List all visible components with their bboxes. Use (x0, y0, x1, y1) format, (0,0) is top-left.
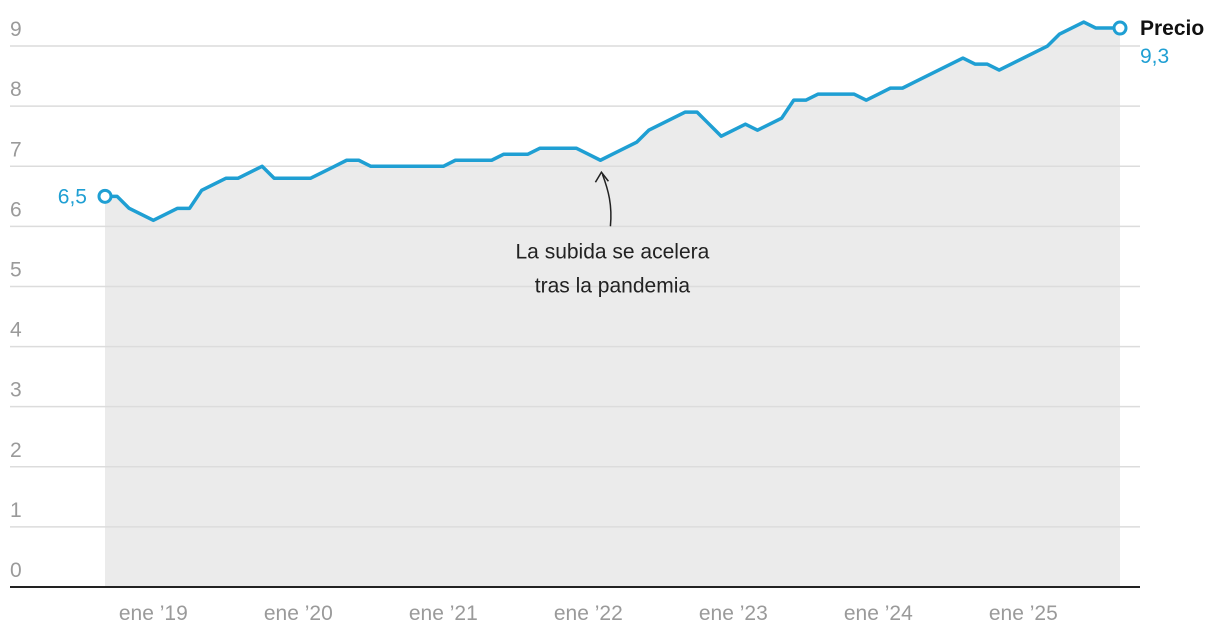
y-tick-label: 3 (10, 379, 22, 402)
y-tick-label: 1 (10, 499, 22, 522)
x-tick-label: ene ’23 (699, 602, 768, 625)
x-tick-label: ene ’22 (554, 602, 623, 625)
y-tick-label: 6 (10, 198, 22, 221)
y-tick-label: 5 (10, 258, 22, 281)
annotation-arrow (601, 173, 612, 227)
y-tick-label: 4 (10, 319, 22, 342)
legend-label: Precio (1140, 17, 1204, 40)
y-tick-label: 7 (10, 138, 22, 161)
line (105, 20, 1120, 223)
value-label: 6,5 (58, 185, 87, 208)
annotation-arrowhead (594, 170, 610, 183)
y-tick-label: 2 (10, 439, 22, 462)
y-tick-label: 9 (10, 18, 22, 41)
x-tick-label: ene ’20 (264, 602, 333, 625)
area (105, 22, 1120, 588)
end-marker (97, 188, 113, 204)
annotation-text: La subida se acelera (516, 240, 710, 263)
value-label: 9,3 (1140, 45, 1169, 68)
x-tick-label: ene ’24 (844, 602, 913, 625)
y-tick-label: 8 (10, 78, 22, 101)
x-tick-label: ene ’19 (119, 602, 188, 625)
y-tick-label: 0 (10, 559, 22, 582)
end-marker (1112, 20, 1128, 36)
x-tick-label: ene ’25 (989, 602, 1058, 625)
annotation-text: tras la pandemia (535, 274, 691, 297)
x-tick-label: ene ’21 (409, 602, 478, 625)
